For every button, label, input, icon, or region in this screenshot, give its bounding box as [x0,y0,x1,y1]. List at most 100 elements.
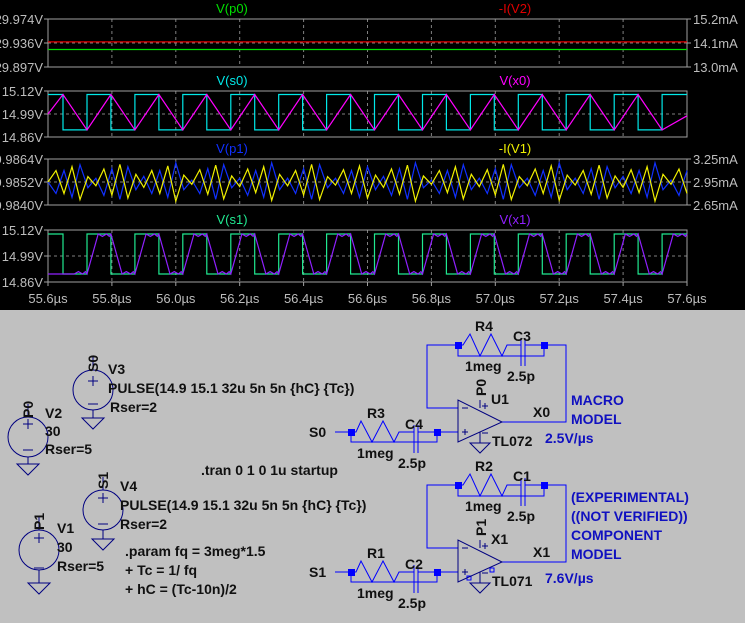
comment-text[interactable]: (EXPERIMENTAL) [571,489,689,505]
y2-tick-label: 15.2mA [693,12,738,27]
r3-value[interactable]: 1meg [357,445,394,461]
c3-name[interactable]: C3 [513,328,531,344]
r4-value[interactable]: 1meg [465,358,502,374]
r4-name[interactable]: R4 [475,318,493,334]
voltage-source-v4[interactable] [82,477,124,551]
tran-directive[interactable]: .tran 0 1 0 1u startup [201,462,338,478]
opamp-u1[interactable] [457,399,504,454]
y-tick-label: 29.974V [0,12,43,27]
r1-value[interactable]: 1meg [357,585,394,601]
c4-value[interactable]: 2.5p [398,455,426,471]
y-tick-label: 15.12V [2,84,44,99]
comment-text[interactable]: COMPONENT [571,527,662,543]
v2-value[interactable]: 30 [45,423,61,439]
y2-tick-label: 2.95mA [693,175,738,190]
v1-rser[interactable]: Rser=5 [57,558,104,574]
v3-value[interactable]: PULSE(14.9 15.1 32u 5n 5n {hC} {Tc}) [108,380,354,396]
v2-rser[interactable]: Rser=5 [45,441,92,457]
trace-vx1 [48,232,688,276]
waveform-plot[interactable]: 29.974V 29.936V 29.897V 15.2mA 14.1mA 13.0mA V… [0,0,745,310]
v1-name[interactable]: V1 [57,520,74,536]
v3-name[interactable]: V3 [108,361,125,377]
v4-rser[interactable]: Rser=2 [120,516,167,532]
x-tick-label: 57.0µs [476,291,516,306]
net-label-s1-input: S1 [309,564,326,580]
c3-value[interactable]: 2.5p [507,368,535,384]
trace-vs0 [48,93,687,131]
opamp-x1[interactable] [457,539,504,594]
y-tick-label: 29.936V [0,36,43,51]
x-tick-label: 56.2µs [220,291,260,306]
trace-label: -I(V1) [499,141,532,156]
x-tick-label: 56.8µs [412,291,452,306]
net-label-p0-supply: P0 [473,379,489,396]
x1-instance-name[interactable]: X1 [491,531,508,547]
opamp-circuit-top[interactable] [335,332,567,454]
x-tick-label: 55.6µs [28,291,68,306]
x-tick-label: 56.4µs [284,291,324,306]
voltage-source-v3[interactable] [72,357,114,430]
x-tick-label: 55.8µs [92,291,132,306]
r2-name[interactable]: R2 [475,458,493,474]
c1-value[interactable]: 2.5p [507,508,535,524]
net-label-x1: X1 [533,544,550,560]
net-label-s0-input: S0 [309,424,326,440]
v2-name[interactable]: V2 [45,405,62,421]
slew-rate-label[interactable]: 2.5V/µs [545,430,594,446]
v3-rser[interactable]: Rser=2 [110,399,157,415]
u1-model[interactable]: TL072 [492,433,533,449]
c2-name[interactable]: C2 [405,556,423,572]
x-tick-label: 57.2µs [540,291,580,306]
c2-value[interactable]: 2.5p [398,595,426,611]
y-tick-label: 14.86V [2,130,44,145]
x-tick-label: 56.0µs [156,291,196,306]
param-line[interactable]: + Tc = 1/ fq [125,562,197,578]
y-tick-label: 14.99V [2,249,44,264]
param-line[interactable]: + hC = (Tc-10n)/2 [125,581,237,597]
trace-label: V(x1) [499,212,530,227]
comment-text[interactable]: ((NOT VERIFIED)) [571,508,688,524]
v1-value[interactable]: 30 [57,539,73,555]
x1-model[interactable]: TL071 [492,573,533,589]
comment-text[interactable]: MACRO [571,392,624,408]
trace-label: -I(V2) [499,1,532,16]
slew-rate-label[interactable]: 7.6V/µs [545,570,594,586]
y-tick-label: 15.12V [2,223,44,238]
u1-name[interactable]: U1 [491,391,509,407]
r2-value[interactable]: 1meg [465,498,502,514]
y2-tick-label: 14.1mA [693,36,738,51]
net-label-p0: P0 [20,401,36,418]
comment-text[interactable]: MODEL [571,411,622,427]
x-tick-label: 56.6µs [348,291,388,306]
trace-vp1 [47,160,688,200]
schematic-editor[interactable]: S0 V3 PULSE(14.9 15.1 32u 5n 5n {hC} {Tc… [0,310,745,618]
waveform-viewer[interactable]: 29.974V 29.936V 29.897V 15.2mA 14.1mA 13.0mA V… [0,0,745,310]
y2-tick-label: 2.65mA [693,198,738,213]
trace-label: V(s0) [216,73,247,88]
y-tick-label: 29.9864V [0,152,43,167]
r1-name[interactable]: R1 [367,545,385,561]
c4-name[interactable]: C4 [405,416,423,432]
trace-label: V(p0) [216,1,248,16]
trace-label: V(s1) [216,212,247,227]
schematic-canvas[interactable]: S0 V3 PULSE(14.9 15.1 32u 5n 5n {hC} {Tc… [0,310,745,618]
v4-value[interactable]: PULSE(14.9 15.1 32u 5n 5n {hC} {Tc}) [120,497,366,513]
y-tick-label: 14.86V [2,275,44,290]
param-line[interactable]: .param fq = 3meg*1.5 [125,543,266,559]
y-tick-label: 14.99V [2,107,44,122]
y-tick-label: 29.9852V [0,175,43,190]
voltage-source-v1[interactable] [18,517,60,595]
c1-name[interactable]: C1 [513,468,531,484]
net-label-x0: X0 [533,404,550,420]
trace-label: V(p1) [216,141,248,156]
r3-name[interactable]: R3 [367,405,385,421]
y2-tick-label: 13.0mA [693,60,738,75]
y2-tick-label: 3.25mA [693,152,738,167]
voltage-source-v2[interactable] [7,404,49,476]
v4-name[interactable]: V4 [120,478,137,494]
y-tick-label: 29.9840V [0,198,43,213]
trace-iv1 [47,163,688,204]
y-tick-label: 29.897V [0,60,43,75]
opamp-circuit-bottom[interactable] [335,472,567,594]
comment-text[interactable]: MODEL [571,546,622,562]
